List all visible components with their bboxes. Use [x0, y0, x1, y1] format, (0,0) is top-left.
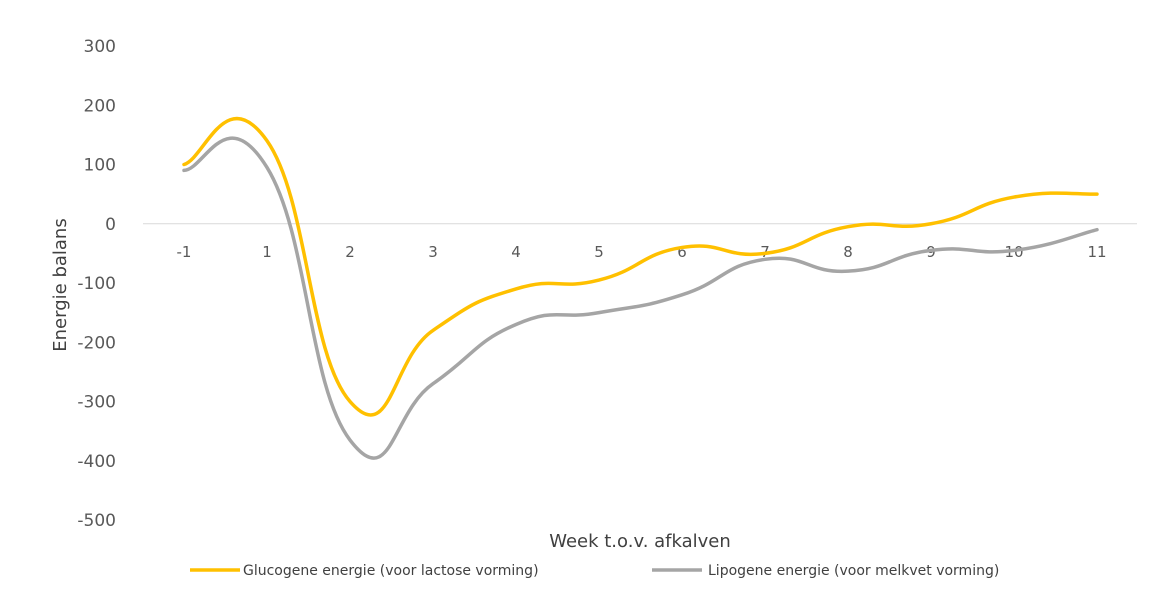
y-tick-label: -100 [77, 274, 116, 294]
x-tick-label: 1 [262, 243, 272, 261]
legend-item-2: Lipogene energie (voor melkvet vorming) [652, 563, 999, 579]
y-tick-label: 200 [84, 96, 116, 116]
series-line-2 [182, 136, 1099, 460]
x-tick-label: 5 [594, 243, 604, 261]
x-axis-label: Week t.o.v. afkalven [549, 531, 731, 552]
y-tick-label: 300 [84, 37, 116, 57]
x-tick-labels: -1 1 2 3 4 5 6 7 8 9 10 11 [177, 243, 1107, 261]
x-tick-label: 2 [345, 243, 355, 261]
x-tick-label: 4 [511, 243, 521, 261]
x-tick-label: 6 [677, 243, 687, 261]
series-line-1 [182, 116, 1099, 417]
x-tick-label: 3 [428, 243, 438, 261]
y-tick-label: 0 [105, 215, 116, 235]
y-tick-label: -500 [77, 511, 116, 531]
series-lines [182, 116, 1099, 460]
legend-label: Glucogene energie (voor lactose vorming) [243, 563, 539, 579]
y-axis-label: Energie balans [50, 218, 71, 351]
legend-label: Lipogene energie (voor melkvet vorming) [708, 563, 999, 579]
y-tick-label: 100 [84, 156, 116, 176]
legend: Glucogene energie (voor lactose vorming)… [190, 563, 999, 579]
x-tick-label: 11 [1087, 243, 1106, 261]
y-tick-label: -400 [77, 452, 116, 472]
y-tick-label: -300 [77, 393, 116, 413]
x-tick-label: 8 [843, 243, 853, 261]
legend-item-1: Glucogene energie (voor lactose vorming) [190, 563, 539, 579]
y-tick-label: -200 [77, 333, 116, 353]
x-tick-label: -1 [177, 243, 192, 261]
y-tick-labels: 300 200 100 0 -100 -200 -300 -400 -500 [77, 37, 116, 531]
